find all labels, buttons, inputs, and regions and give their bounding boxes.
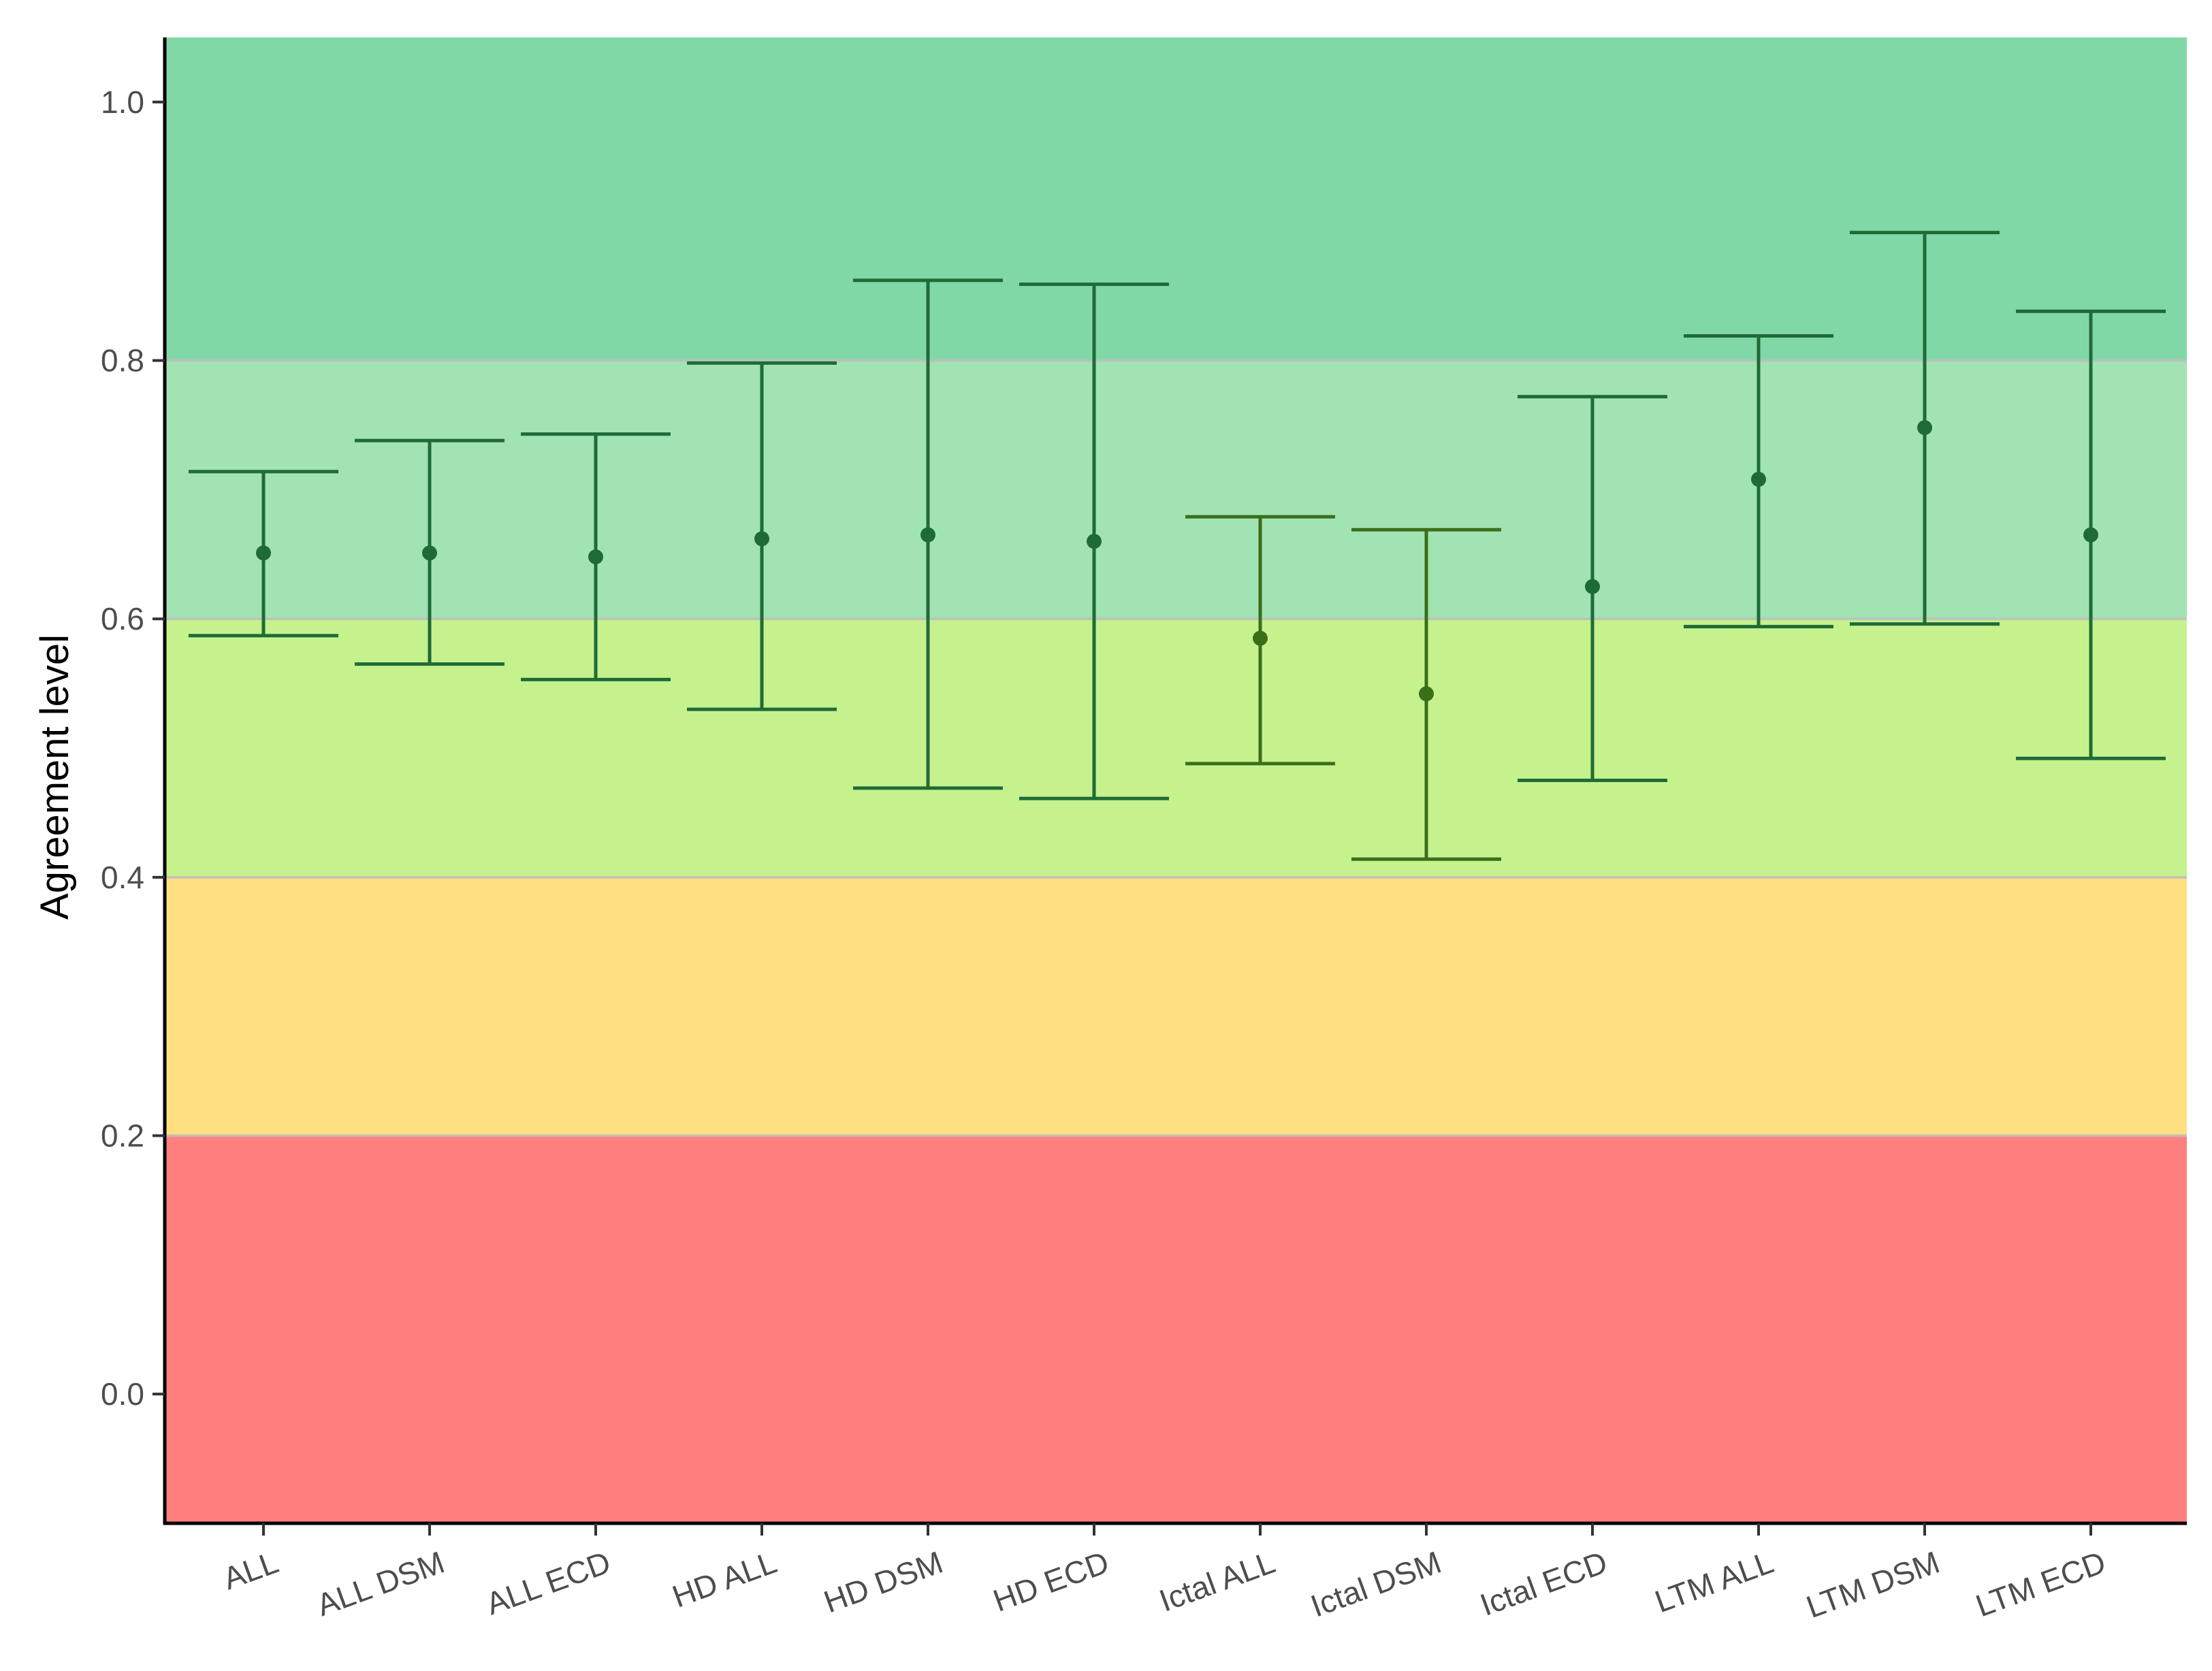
point-estimates — [256, 420, 2098, 702]
point-1 — [422, 545, 437, 561]
y-axis-title: Agreement level — [33, 634, 77, 920]
x-tick-label: Ictal ECD — [1475, 1544, 1612, 1623]
band-4 — [165, 37, 2187, 361]
x-tick-label: HD DSM — [819, 1544, 947, 1620]
point-9 — [1751, 472, 1766, 487]
y-tick-label: 1.0 — [101, 84, 144, 120]
point-0 — [256, 545, 271, 561]
x-tick-label: HD ALL — [668, 1544, 782, 1615]
agreement-bands — [165, 37, 2187, 1523]
y-tick-label: 0.0 — [101, 1376, 144, 1412]
x-tick-label: HD ECD — [989, 1544, 1113, 1619]
point-7 — [1419, 686, 1434, 702]
band-3 — [165, 360, 2187, 619]
point-6 — [1253, 630, 1268, 646]
point-11 — [2083, 527, 2098, 542]
x-tick-label: LTM DSM — [1801, 1544, 1944, 1625]
band-0 — [165, 1135, 2187, 1523]
point-8 — [1585, 579, 1600, 594]
point-4 — [920, 527, 935, 542]
band-2 — [165, 619, 2187, 877]
axes — [163, 37, 2187, 1525]
y-tick-label: 0.4 — [101, 860, 144, 895]
x-tick-label: Ictal DSM — [1306, 1544, 1445, 1624]
band-1 — [165, 877, 2187, 1136]
x-tick-label: Ictal ALL — [1155, 1544, 1280, 1619]
y-tick-label: 0.2 — [101, 1118, 144, 1154]
y-ticks: 0.0 0.2 0.4 0.6 0.8 1.0 — [101, 84, 165, 1412]
x-ticks: ALL ALL DSM ALL ECD HD ALL HD DSM HD ECD Ictal… — [219, 1523, 2110, 1625]
y-tick-label: 0.6 — [101, 601, 144, 636]
x-tick-label: ALL DSM — [312, 1544, 449, 1623]
x-tick-label: ALL — [219, 1544, 283, 1597]
x-tick-label: LTM ALL — [1650, 1544, 1778, 1620]
x-tick-label: ALL ECD — [481, 1544, 615, 1622]
y-tick-label: 0.8 — [101, 343, 144, 378]
point-2 — [588, 549, 603, 565]
x-tick-label: LTM ECD — [1971, 1544, 2110, 1624]
point-3 — [754, 531, 769, 547]
point-10 — [1917, 420, 1932, 436]
band-boundaries — [165, 359, 2187, 1137]
point-5 — [1087, 534, 1102, 549]
